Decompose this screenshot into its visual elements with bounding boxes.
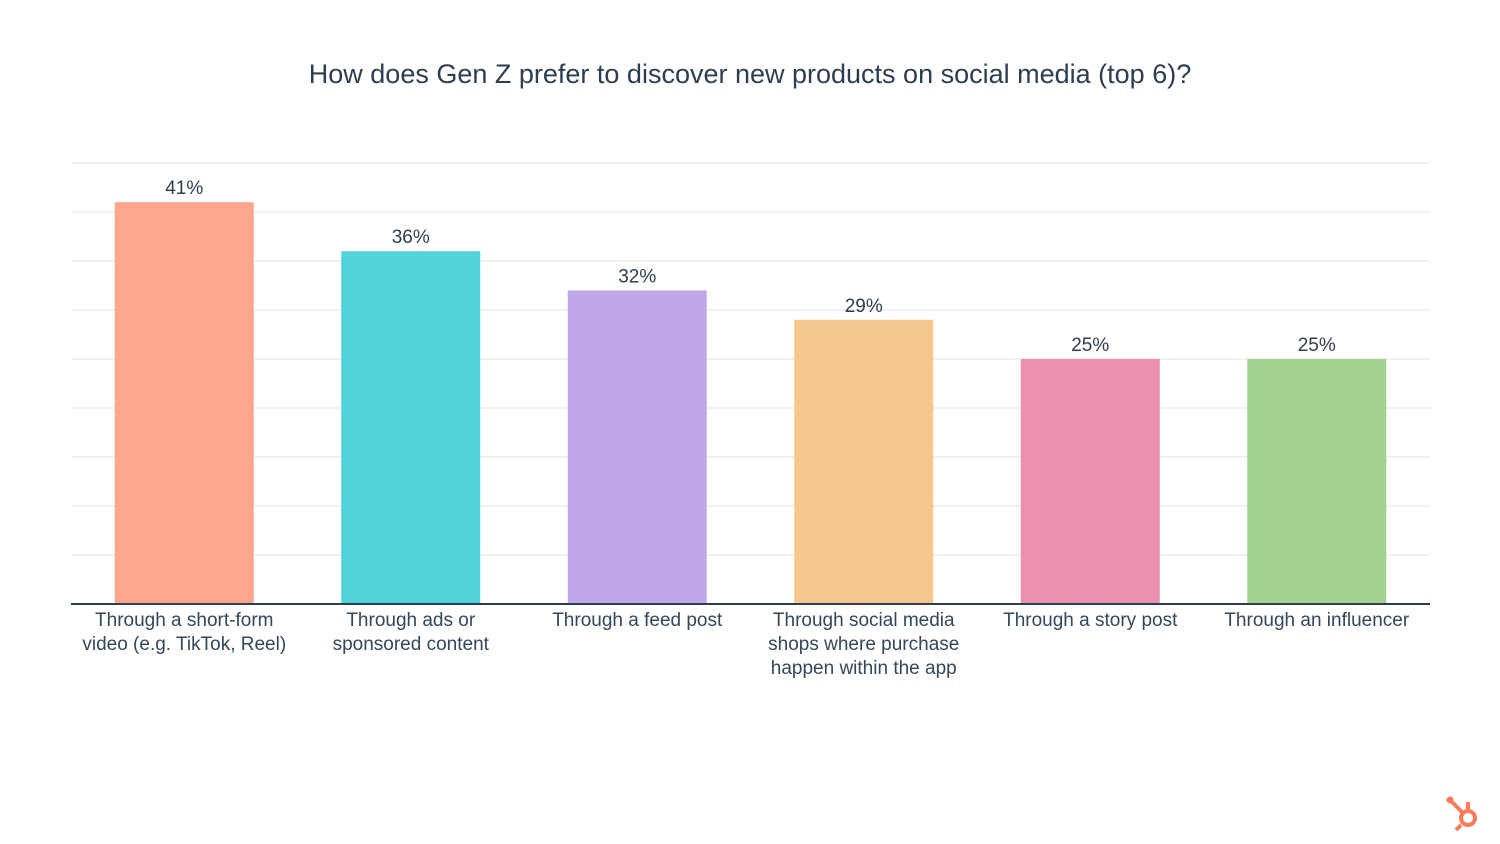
value-label: 32% [618,266,656,287]
x-tick-label: Through a short-form video (e.g. TikTok,… [82,610,287,655]
x-tick-label: Through ads or sponsored content [332,610,489,655]
bar [1020,359,1160,604]
bar [1247,359,1387,604]
chart-title: How does Gen Z prefer to discover new pr… [309,59,1191,89]
value-label: 41% [165,178,203,199]
value-label: 25% [1071,335,1109,356]
bar [114,202,254,604]
x-tick-label: Through a feed post [552,610,723,631]
x-tick-label: Through an influencer [1224,610,1410,631]
bar [341,251,481,604]
value-label: 36% [392,227,430,248]
bar [567,290,707,604]
logo [1450,800,1477,832]
x-tick-label: Through a story post [1003,610,1178,631]
value-label: 25% [1298,335,1336,356]
logo-dot [1446,796,1454,804]
x-tick-label: Through social media shops where purchas… [768,610,960,679]
value-label: 29% [845,296,883,317]
bar [794,319,934,604]
